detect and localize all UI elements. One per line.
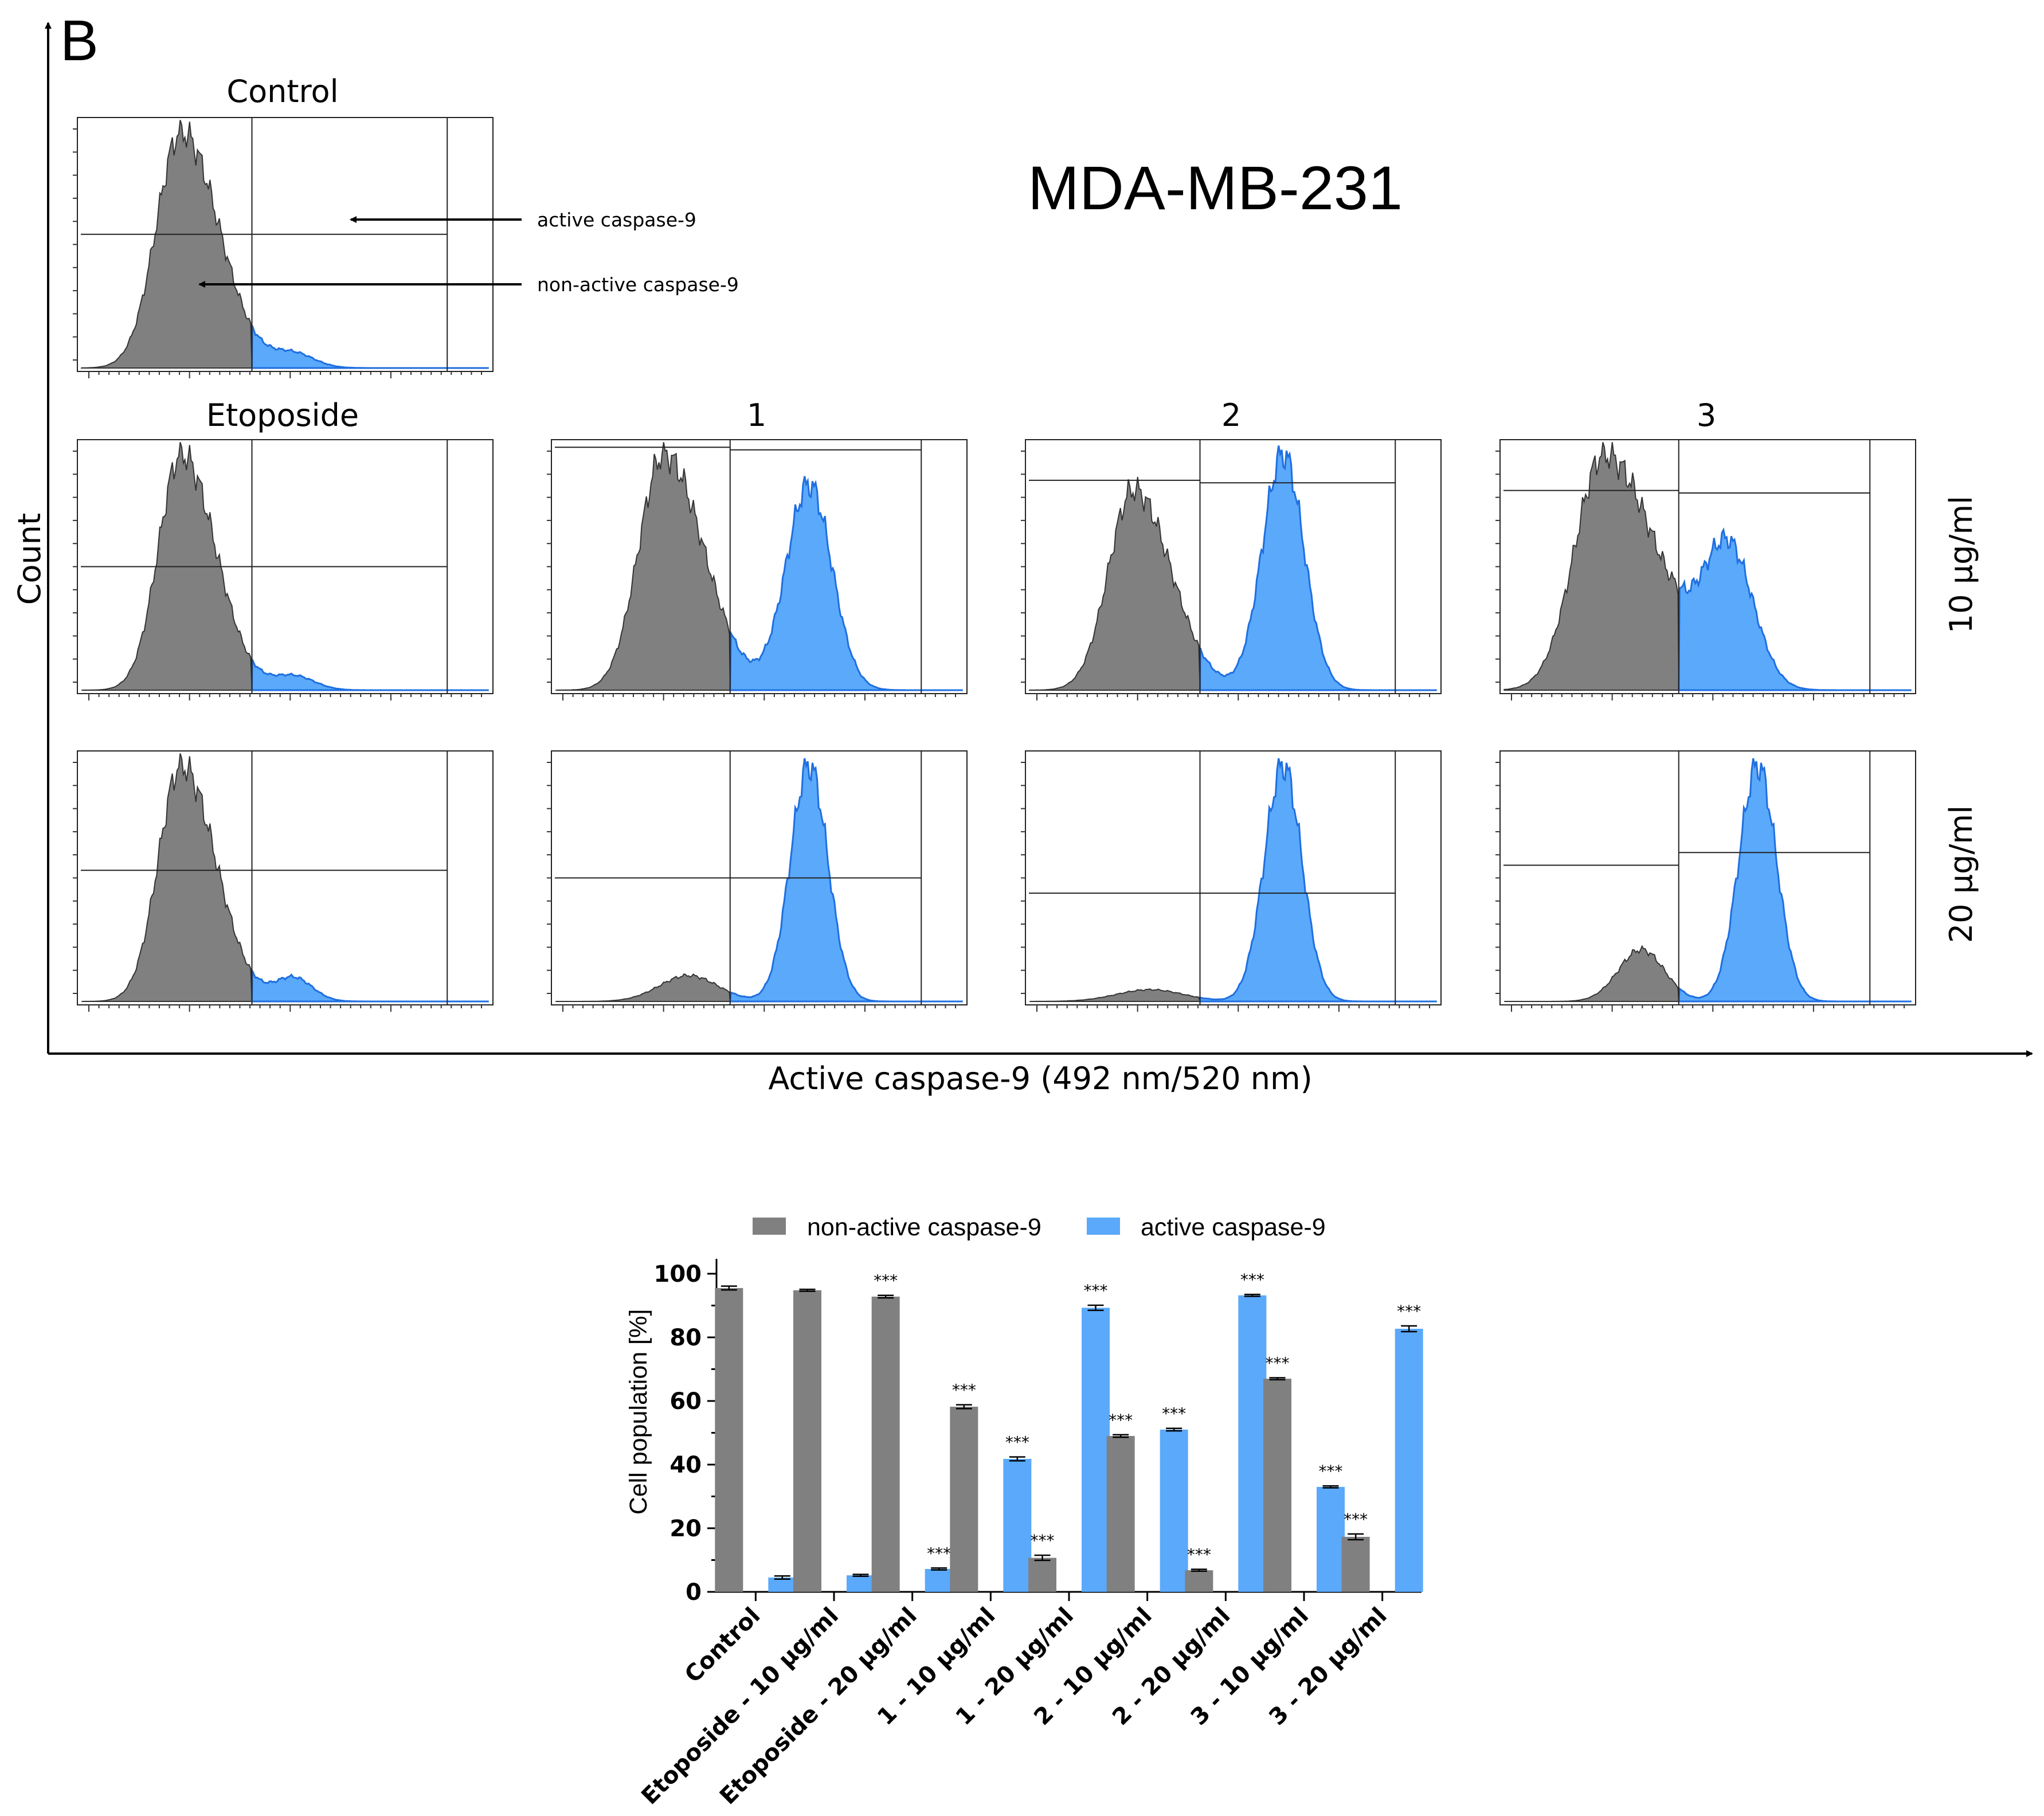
histogram-panel-etoposide-10: [73, 439, 494, 700]
significance-marker: ***: [1162, 1404, 1186, 1423]
significance-marker: ***: [1031, 1531, 1055, 1550]
bar-y-tick-label: 60: [669, 1388, 702, 1415]
bar-non-active-8: [1341, 1536, 1370, 1592]
row-label-20: 20 μg/ml: [1943, 805, 1979, 943]
outer-x-axis-label: Active caspase-9 (492 nm/520 nm): [768, 1060, 1312, 1097]
panel-label: B: [60, 9, 99, 73]
non-active-histogram-area: [555, 973, 731, 1002]
bar-non-active-0: [715, 1287, 743, 1592]
bar-y-tick-label: 100: [654, 1261, 702, 1287]
non-active-histogram-area: [80, 120, 253, 369]
bar-active-1: [847, 1575, 875, 1592]
histogram-frame: [1499, 750, 1916, 1005]
bar-active-3: [1003, 1459, 1032, 1592]
active-histogram-area: [250, 325, 489, 369]
bar-y-tick-label: 20: [669, 1516, 702, 1542]
significance-marker: ***: [1005, 1433, 1029, 1452]
significance-marker: ***: [1397, 1302, 1421, 1321]
active-histogram-area: [1199, 445, 1437, 691]
non-active-histogram-area: [1504, 945, 1679, 1002]
bar-non-active-4: [1028, 1557, 1056, 1592]
bar-active-7: [1317, 1486, 1345, 1592]
significance-marker: ***: [1266, 1353, 1290, 1372]
column-title-etoposide: Etoposide: [206, 397, 359, 433]
bar-y-tick-label: 0: [686, 1579, 702, 1606]
significance-marker: ***: [1344, 1510, 1368, 1529]
histogram-panel-1-10: [547, 439, 968, 700]
bar-active-5: [1160, 1429, 1188, 1592]
non-active-histogram-area: [1503, 442, 1679, 691]
active-histogram-area: [250, 970, 489, 1003]
significance-marker: ***: [1084, 1281, 1108, 1300]
active-histogram-area: [250, 659, 489, 691]
active-histogram-area: [1199, 758, 1437, 1003]
significance-marker: ***: [927, 1544, 951, 1563]
annotation-non-active-caspase: non-active caspase-9: [537, 273, 739, 296]
active-histogram-area: [729, 476, 963, 691]
active-histogram-area: [1678, 758, 1912, 1003]
histogram-title-control: Control: [226, 73, 338, 109]
non-active-histogram-area: [81, 753, 253, 1002]
legend-label-non-active: non-active caspase-9: [807, 1214, 1041, 1241]
row-label-10: 10 μg/ml: [1943, 496, 1979, 633]
non-active-histogram-area: [1028, 476, 1201, 691]
annotation-active-caspase: active caspase-9: [537, 209, 696, 231]
outer-y-axis-label: Count: [11, 513, 48, 605]
legend-swatch-non-active: [753, 1218, 786, 1235]
column-title-3: 3: [1697, 397, 1716, 433]
histogram-panel-control: [73, 117, 494, 378]
bar-active-8: [1395, 1329, 1423, 1592]
histogram-panel-2-10: [1021, 439, 1442, 700]
bar-active-4: [1082, 1308, 1110, 1592]
histogram-grid: [73, 117, 1916, 1012]
histogram-frame: [551, 439, 968, 694]
cell-line-title: MDA-MB-231: [1028, 153, 1403, 222]
significance-marker: ***: [1187, 1545, 1211, 1564]
bar-non-active-6: [1185, 1570, 1213, 1592]
bar-active-6: [1238, 1295, 1267, 1592]
bar-y-tick-label: 80: [669, 1325, 702, 1351]
histogram-panel-2-20: [1021, 750, 1442, 1012]
bar-non-active-5: [1106, 1436, 1135, 1592]
bar-active-0: [768, 1578, 797, 1592]
active-histogram-area: [729, 758, 963, 1003]
bar-chart: non-active caspase-9 active caspase-9 Ce…: [625, 1214, 1423, 1810]
histogram-panel-3-20: [1495, 750, 1916, 1012]
bar-non-active-7: [1263, 1379, 1291, 1592]
non-active-histogram-area: [555, 442, 731, 691]
legend-label-active: active caspase-9: [1141, 1214, 1326, 1241]
significance-marker: ***: [1109, 1411, 1133, 1430]
histogram-frame: [1025, 750, 1442, 1005]
active-histogram-area: [1678, 527, 1912, 691]
legend-swatch-active: [1087, 1218, 1120, 1235]
y-axis-title: Cell population [%]: [625, 1309, 652, 1515]
significance-marker: ***: [1319, 1462, 1343, 1481]
histogram-panel-etoposide-20: [73, 750, 494, 1012]
non-active-histogram-area: [1029, 988, 1201, 1002]
bar-non-active-3: [950, 1406, 978, 1592]
significance-marker: ***: [1240, 1270, 1264, 1289]
bar-y-tick-label: 40: [669, 1452, 702, 1478]
significance-marker: ***: [874, 1271, 898, 1290]
column-title-1: 1: [747, 397, 766, 433]
bar-non-active-1: [793, 1290, 821, 1592]
column-title-2: 2: [1221, 397, 1241, 433]
bar-active-2: [925, 1569, 953, 1592]
histogram-panel-3-10: [1495, 439, 1916, 700]
significance-marker: ***: [952, 1381, 976, 1400]
bar-non-active-2: [871, 1296, 900, 1592]
histogram-panel-1-20: [547, 750, 968, 1012]
